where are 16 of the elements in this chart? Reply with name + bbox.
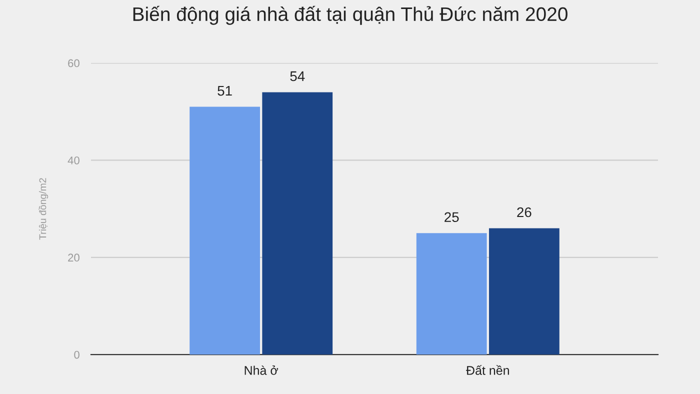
data-label: 25: [444, 212, 459, 222]
bar: [416, 233, 487, 355]
y-tick-label: 20: [68, 254, 80, 262]
y-tick-label: 0: [74, 350, 80, 359]
y-axis-title: Triệu đồng/m2: [38, 178, 48, 240]
bar: [190, 106, 260, 355]
y-tick-label: 60: [68, 59, 80, 68]
data-label: 51: [218, 86, 232, 96]
x-tick-label: Đất nền: [466, 365, 509, 375]
data-label: 26: [517, 207, 532, 218]
bar: [262, 92, 333, 355]
y-tick-label: 40: [68, 156, 80, 164]
chart-title: Biến động giá nhà đất tại quận Thủ Đức năm 2020: [133, 6, 568, 25]
bar: [488, 228, 560, 355]
data-label: 54: [290, 71, 305, 82]
x-tick-label: Nhà ở: [244, 365, 278, 375]
